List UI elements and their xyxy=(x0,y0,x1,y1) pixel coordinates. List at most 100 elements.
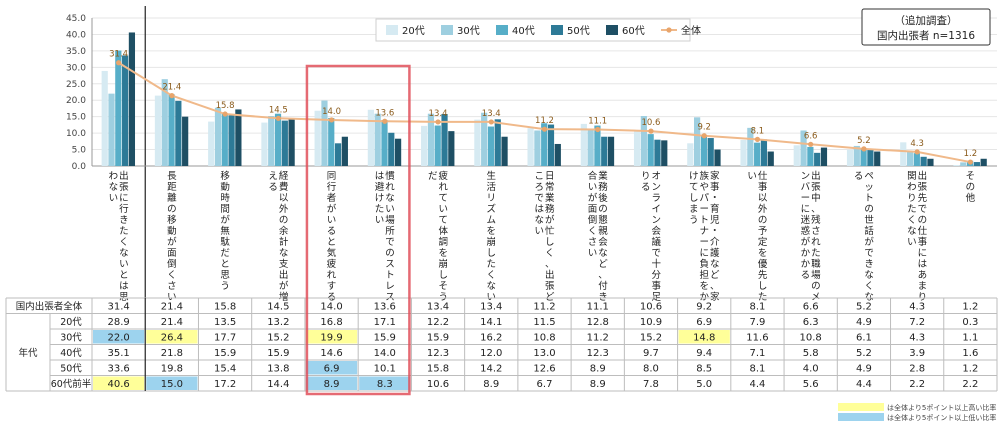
cell-1-0: 28.9 xyxy=(107,317,129,328)
cell-4-0: 33.6 xyxy=(107,364,129,375)
y-tick-label: 15.0 xyxy=(66,113,86,123)
cell-2-9: 11.2 xyxy=(587,333,609,344)
bar-60代-1 xyxy=(182,116,189,166)
cell-5-4: 8.9 xyxy=(324,379,340,390)
cell-highlight-1-0 xyxy=(93,330,145,344)
overall-point-3 xyxy=(275,115,281,121)
category-label-6: 疲れていて体調を崩しそうだ xyxy=(428,170,449,303)
cell-2-5: 15.9 xyxy=(374,333,396,344)
bar-50代-8 xyxy=(547,124,555,166)
cell-5-9: 8.9 xyxy=(590,379,606,390)
overall-label-15: 4.3 xyxy=(910,139,924,149)
cell-0-1: 21.4 xyxy=(161,302,183,313)
bar-30代-1 xyxy=(161,79,168,166)
overall-label-16: 1.2 xyxy=(964,149,978,159)
cell-2-6: 15.9 xyxy=(427,333,449,344)
bar-30代-13 xyxy=(800,130,807,166)
row-label-0: 20代 xyxy=(60,317,82,328)
bar-30代-7 xyxy=(481,112,488,166)
cell-4-12: 8.1 xyxy=(749,364,765,375)
cell-1-5: 17.1 xyxy=(374,317,396,328)
bar-40代-10 xyxy=(647,134,654,166)
cell-5-14: 4.4 xyxy=(856,379,872,390)
y-tick-label: 45.0 xyxy=(66,14,86,24)
cell-4-2: 15.4 xyxy=(214,364,236,375)
overall-point-11 xyxy=(701,133,707,139)
cell-0-5: 13.6 xyxy=(374,302,396,313)
bar-20代-8 xyxy=(527,128,534,166)
legend-swatch-3 xyxy=(551,25,563,35)
cell-1-16: 0.3 xyxy=(962,317,978,328)
bar-60代-8 xyxy=(554,143,561,166)
category-label-3: 経費以外の余計な支出が増える xyxy=(268,170,289,303)
bar-60代-5 xyxy=(394,138,402,166)
overall-point-6 xyxy=(435,119,441,125)
cell-1-15: 7.2 xyxy=(909,317,925,328)
bar-20代-9 xyxy=(580,123,587,166)
survey-note-box xyxy=(861,8,991,46)
category-label-15: 出張先での仕事にはあまり関わりたくない xyxy=(907,170,928,303)
bar-20代-16 xyxy=(953,165,960,166)
cell-0-3: 14.5 xyxy=(267,302,289,313)
cell-highlight-3-4 xyxy=(305,361,358,375)
bar-40代-12 xyxy=(754,142,761,166)
cell-2-4: 19.9 xyxy=(320,333,342,344)
bar-40代-15 xyxy=(913,153,920,166)
legend-box xyxy=(375,18,691,42)
note-high-text: は全体より5ポイント以上高い比率 xyxy=(887,403,996,412)
bar-60代-9 xyxy=(607,136,615,166)
cell-4-15: 2.8 xyxy=(909,364,925,375)
cell-3-5: 14.0 xyxy=(374,348,396,359)
category-label-2: 移動時間が無駄だと思う xyxy=(220,170,230,292)
bar-30代-0 xyxy=(108,93,115,166)
overall-point-8 xyxy=(541,126,548,132)
bar-30代-3 xyxy=(268,116,275,166)
bar-40代-4 xyxy=(328,117,335,166)
bar-60代-7 xyxy=(501,136,508,166)
bar-50代-2 xyxy=(228,115,235,166)
bar-50代-6 xyxy=(441,114,448,166)
category-label-12: 仕事以外の予定を優先したい xyxy=(747,170,768,303)
bar-30代-4 xyxy=(321,100,328,166)
bar-40代-5 xyxy=(381,119,388,166)
category-label-7: 生活リズムを崩したくない xyxy=(487,170,497,303)
bar-60代-0 xyxy=(128,32,136,166)
legend-swatch-4 xyxy=(606,25,618,35)
cell-4-13: 4.0 xyxy=(803,364,819,375)
row-label-4: 60代前半 xyxy=(51,378,92,390)
overall-point-4 xyxy=(328,117,335,123)
cell-0-6: 13.4 xyxy=(427,302,449,313)
row-label-total: 国内出張者全体 xyxy=(16,300,83,312)
bar-30代-16 xyxy=(960,162,967,166)
row-label-2: 40代 xyxy=(60,348,82,359)
bar-20代-14 xyxy=(846,149,854,166)
overall-point-9 xyxy=(595,126,601,133)
cell-4-6: 15.8 xyxy=(427,364,449,375)
bar-60代-11 xyxy=(714,149,721,166)
legend: 20代 30代 40代 50代 60代 全体 xyxy=(375,18,701,42)
cell-2-7: 16.2 xyxy=(480,333,502,344)
overall-label-11: 9.2 xyxy=(697,123,711,133)
bar-50代-1 xyxy=(175,100,182,166)
bar-30代-8 xyxy=(534,130,541,166)
cell-2-15: 4.3 xyxy=(909,333,925,344)
bar-20代-3 xyxy=(261,122,268,166)
overall-point-13 xyxy=(808,141,814,147)
cell-5-13: 5.6 xyxy=(803,379,819,390)
overall-point-2 xyxy=(222,111,228,117)
cell-0-9: 11.1 xyxy=(587,302,609,313)
bar-20代-12 xyxy=(740,140,747,166)
bar-30代-14 xyxy=(853,145,860,166)
cell-3-4: 14.6 xyxy=(320,348,342,359)
cell-0-2: 15.8 xyxy=(214,302,236,313)
y-tick-label: 20.0 xyxy=(66,96,86,106)
emphasis-box xyxy=(305,64,411,396)
cell-4-11: 8.5 xyxy=(696,364,712,375)
cell-2-13: 10.8 xyxy=(800,333,822,344)
cell-5-1: 15.0 xyxy=(161,379,183,390)
cell-3-8: 13.0 xyxy=(533,348,555,359)
note-low-text: は全体より5ポイント以上低い比率 xyxy=(887,413,996,422)
category-label-1: 長距離の移動が面倒くさい xyxy=(167,171,177,303)
highlight-notes: は全体より5ポイント以上高い比率 は全体より5ポイント以上低い比率 xyxy=(838,403,996,422)
bar-30代-15 xyxy=(906,151,914,166)
